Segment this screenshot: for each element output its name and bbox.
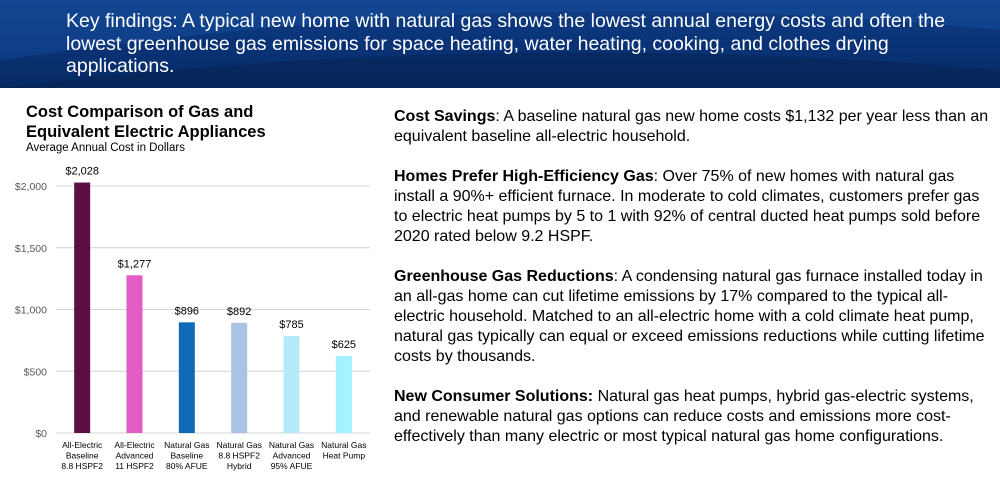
header-banner: Key findings: A typical new home with na…: [0, 0, 1000, 88]
finding-text: A baseline natural gas new home costs $1…: [394, 108, 989, 145]
finding-separator: :: [495, 108, 504, 125]
bar: [74, 182, 91, 433]
finding-text: Natural gas heat pumps, hybrid gas-elect…: [394, 388, 974, 445]
x-category-label: Natural Gas Baseline 80% AFUE: [164, 440, 209, 471]
x-category-label: All-Electric Baseline 8.8 HSPF2: [61, 440, 103, 471]
finding-ghg-reductions: Greenhouse Gas Reductions: A condensing …: [394, 267, 994, 367]
finding-title: New Consumer Solutions:: [394, 388, 594, 405]
bar-value-label: $785: [279, 319, 303, 331]
x-category-label: All-Electric Advanced 11 HSPF2: [114, 440, 155, 471]
banner-headline: Key findings: A typical new home with na…: [66, 10, 946, 77]
x-category-label: Natural Gas Advanced 95% AFUE: [269, 440, 314, 471]
bar: [178, 322, 195, 433]
bar-value-label: $625: [332, 339, 356, 351]
finding-separator: :: [613, 268, 622, 285]
finding-high-efficiency-gas: Homes Prefer High-Efficiency Gas: Over 7…: [394, 167, 994, 247]
y-tick-label: $2,000: [15, 181, 47, 193]
bar: [231, 322, 248, 433]
bar-value-label: $1,277: [118, 258, 152, 270]
finding-title: Cost Savings: [394, 108, 496, 125]
x-category-label: Natural Gas 8.8 HSPF2 Hybrid: [216, 440, 261, 471]
y-tick-label: $1,000: [15, 305, 47, 317]
bar: [283, 336, 300, 433]
bar-chart: $0 $500 $1,000 $1,500 $2,000 $2,028 $1,277 $89…: [15, 166, 370, 471]
y-tick-label: $500: [24, 366, 48, 378]
y-tick-label: $0: [35, 428, 47, 440]
finding-cost-savings: Cost Savings: A baseline natural gas new…: [394, 107, 994, 147]
bar-value-label: $2,028: [65, 166, 99, 178]
bar: [335, 355, 352, 433]
banner-swoosh-graphic: [0, 0, 1000, 88]
finding-text: A condensing natural gas furnace install…: [394, 268, 985, 365]
finding-text: Over 75% of new homes with natural gas i…: [394, 168, 981, 245]
bar: [126, 275, 143, 433]
finding-consumer-solutions: New Consumer Solutions: Natural gas heat…: [394, 387, 994, 447]
finding-title: Homes Prefer High-Efficiency Gas: [394, 168, 654, 185]
bar-value-label: $896: [175, 305, 199, 317]
bar-value-label: $892: [227, 306, 251, 318]
chart-subtitle: Average Annual Cost in Dollars: [26, 142, 185, 154]
finding-title: Greenhouse Gas Reductions: [394, 268, 614, 285]
finding-separator: :: [653, 168, 663, 185]
chart-title: Cost Comparison of Gas and Equivalent El…: [26, 103, 266, 141]
findings-panel: Cost Savings: A baseline natural gas new…: [394, 107, 994, 467]
y-tick-label: $1,500: [15, 243, 47, 255]
x-category-label: Natural Gas Heat Pump: [321, 440, 366, 461]
